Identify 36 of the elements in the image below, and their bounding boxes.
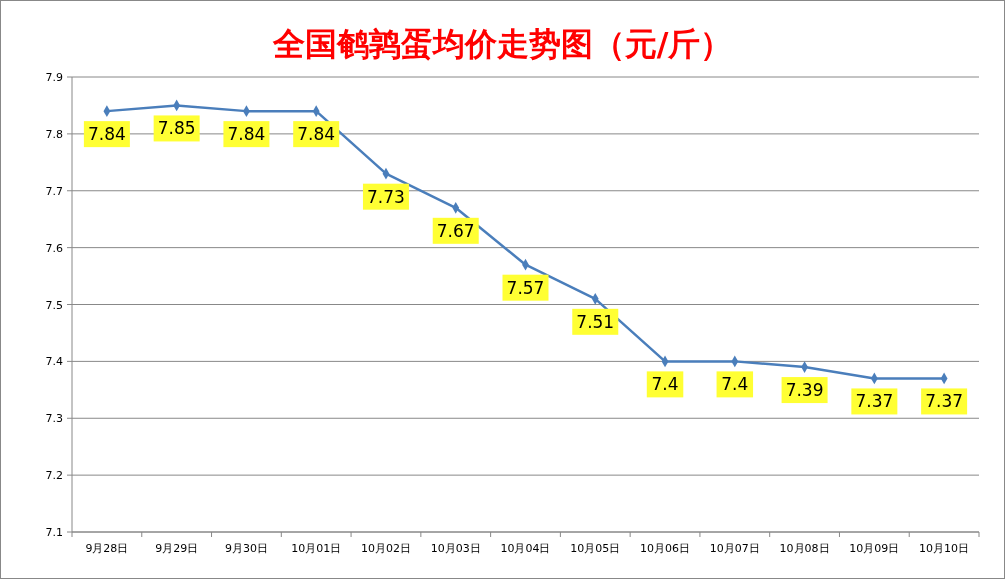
x-tick-label: 9月29日 <box>155 542 199 555</box>
x-tick-label: 9月30日 <box>224 542 268 555</box>
y-tick-label: 7.1 <box>45 526 63 539</box>
data-label: 7.84 <box>227 124 266 145</box>
data-label: 7.4 <box>651 374 679 395</box>
data-label: 7.67 <box>436 220 475 241</box>
data-label: 7.37 <box>855 391 894 412</box>
data-label: 7.84 <box>87 124 126 145</box>
data-label: 7.84 <box>297 124 336 145</box>
data-label: 7.85 <box>157 118 196 139</box>
x-tick-label: 10月06日 <box>640 542 691 555</box>
x-tick-label: 9月28日 <box>85 542 129 555</box>
data-label: 7.37 <box>925 391 964 412</box>
x-tick-label: 10月05日 <box>570 542 621 555</box>
x-tick-label: 10月04日 <box>500 542 551 555</box>
x-tick-label: 10月01日 <box>291 542 342 555</box>
y-tick-label: 7.8 <box>45 127 63 141</box>
data-label: 7.51 <box>576 311 615 332</box>
data-label: 7.73 <box>367 186 405 207</box>
x-tick-label: 10月10日 <box>919 542 970 555</box>
y-tick-label: 7.4 <box>45 355 63 369</box>
y-tick-label: 7.5 <box>45 298 63 312</box>
y-tick-label: 7.9 <box>45 71 63 84</box>
x-tick-label: 10月02日 <box>360 542 411 555</box>
data-label: 7.39 <box>785 380 824 401</box>
x-tick-label: 10月03日 <box>430 542 481 555</box>
x-tick-label: 10月09日 <box>849 542 900 555</box>
y-tick-label: 7.7 <box>45 184 63 198</box>
x-tick-label: 10月07日 <box>709 542 760 555</box>
x-tick-label: 10月08日 <box>779 542 830 555</box>
y-tick-label: 7.2 <box>45 469 63 483</box>
data-label: 7.57 <box>506 277 545 298</box>
y-tick-label: 7.6 <box>45 241 63 255</box>
data-label: 7.4 <box>721 374 749 395</box>
chart-title: 全国鹌鹑蛋均价走势图（元/斤） <box>271 25 733 63</box>
y-tick-label: 7.3 <box>45 412 63 426</box>
